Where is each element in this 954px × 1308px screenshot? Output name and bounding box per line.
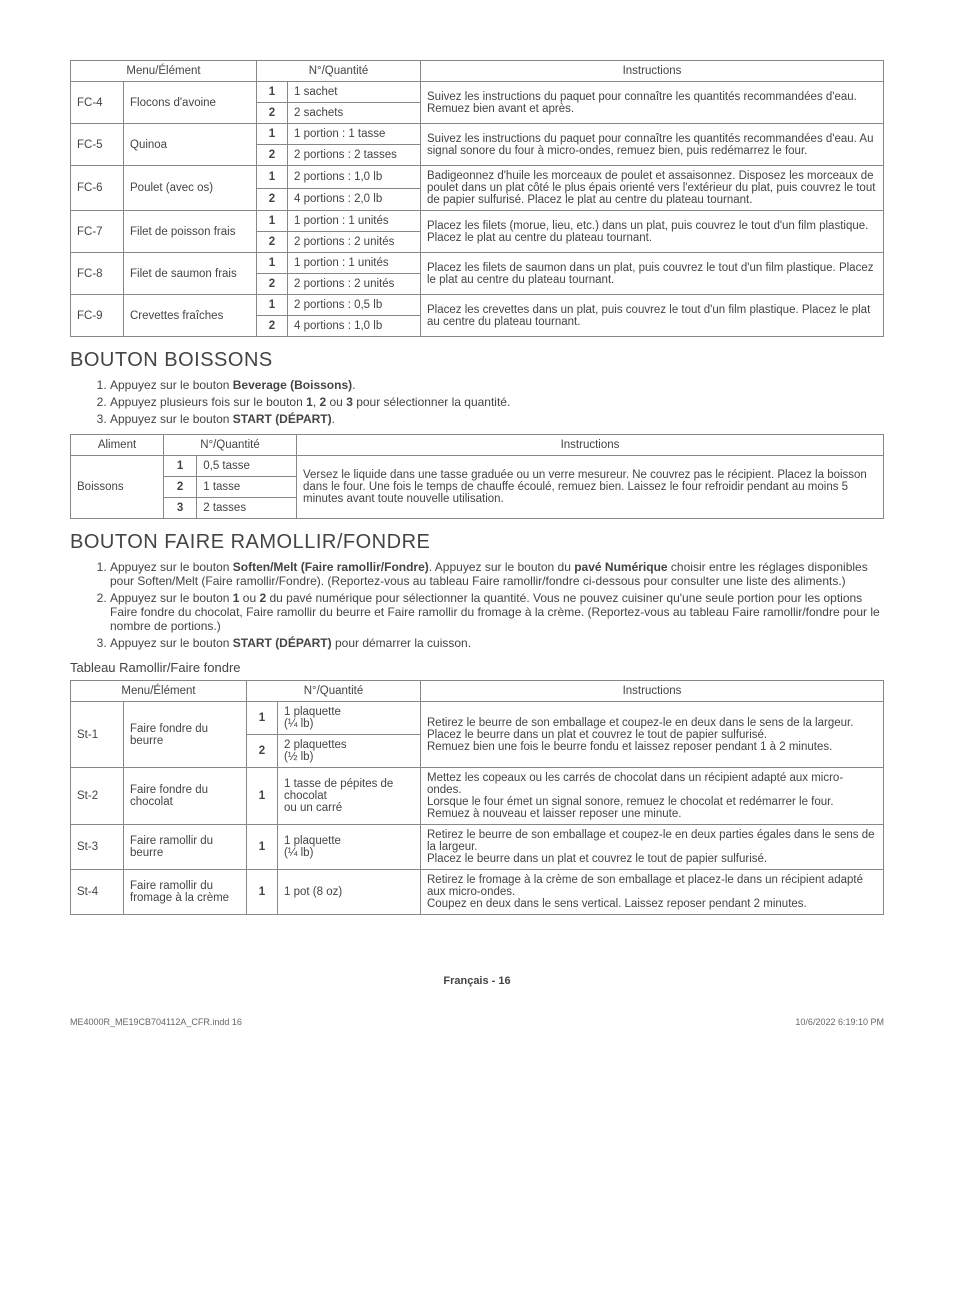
fc-name: Filet de saumon frais bbox=[124, 253, 257, 295]
st-instr: Mettez les copeaux ou les carrés de choc… bbox=[421, 768, 884, 825]
st-qty: 1 tasse de pépites de chocolat ou un car… bbox=[278, 768, 421, 825]
b-qty: 1 tasse bbox=[197, 477, 297, 498]
fc-instr: Badigeonnez d'huile les morceaux de poul… bbox=[421, 166, 884, 211]
st-qty: 1 pot (8 oz) bbox=[278, 870, 421, 915]
fc-name: Flocons d'avoine bbox=[124, 82, 257, 124]
footer-row: ME4000R_ME19CB704112A_CFR.indd 16 10/6/2… bbox=[70, 1017, 884, 1027]
boissons-table: Aliment N°/Quantité Instructions Boisson… bbox=[70, 434, 884, 519]
st-code: St-1 bbox=[71, 702, 124, 768]
th-instr2: Instructions bbox=[297, 435, 884, 456]
fc-num: 1 bbox=[257, 124, 288, 145]
step: Appuyez sur le bouton 1 ou 2 du pavé num… bbox=[110, 591, 884, 633]
fc-qty: 1 portion : 1 tasse bbox=[288, 124, 421, 145]
fc-num: 2 bbox=[257, 188, 288, 211]
st-qty: 1 plaquette (¼ lb) bbox=[278, 702, 421, 735]
fc-instr: Placez les crevettes dans un plat, puis … bbox=[421, 295, 884, 337]
fc-qty: 4 portions : 1,0 lb bbox=[288, 316, 421, 337]
th-qty2: N°/Quantité bbox=[164, 435, 297, 456]
step: Appuyez sur le bouton START (DÉPART). bbox=[110, 412, 884, 426]
th-qty3: N°/Quantité bbox=[247, 681, 421, 702]
step: Appuyez sur le bouton START (DÉPART) pou… bbox=[110, 636, 884, 650]
fc-qty: 2 portions : 1,0 lb bbox=[288, 166, 421, 189]
soften-table: Menu/Élément N°/Quantité Instructions St… bbox=[70, 680, 884, 915]
fc-qty: 2 sachets bbox=[288, 103, 421, 124]
fc-instr: Placez les filets de saumon dans un plat… bbox=[421, 253, 884, 295]
fc-num: 2 bbox=[257, 103, 288, 124]
th-aliment: Aliment bbox=[71, 435, 164, 456]
b-instr: Versez le liquide dans une tasse graduée… bbox=[297, 456, 884, 519]
b-num: 2 bbox=[164, 477, 197, 498]
boissons-steps: Appuyez sur le bouton Beverage (Boissons… bbox=[70, 378, 884, 426]
th-instr: Instructions bbox=[421, 61, 884, 82]
st-code: St-4 bbox=[71, 870, 124, 915]
st-instr: Retirez le beurre de son emballage et co… bbox=[421, 825, 884, 870]
footer-right: 10/6/2022 6:19:10 PM bbox=[795, 1017, 884, 1027]
fc-qty: 2 portions : 0,5 lb bbox=[288, 295, 421, 316]
st-name: Faire fondre du beurre bbox=[124, 702, 247, 768]
fc-code: FC-6 bbox=[71, 166, 124, 211]
st-instr: Retirez le beurre de son emballage et co… bbox=[421, 702, 884, 768]
th-menu3: Menu/Élément bbox=[71, 681, 247, 702]
fc-code: FC-7 bbox=[71, 211, 124, 253]
fc-num: 2 bbox=[257, 232, 288, 253]
fc-num: 1 bbox=[257, 253, 288, 274]
fc-code: FC-8 bbox=[71, 253, 124, 295]
fc-num: 1 bbox=[257, 295, 288, 316]
fc-name: Filet de poisson frais bbox=[124, 211, 257, 253]
fc-num: 1 bbox=[257, 82, 288, 103]
fc-qty: 2 portions : 2 tasses bbox=[288, 145, 421, 166]
th-qty: N°/Quantité bbox=[257, 61, 421, 82]
b-qty: 2 tasses bbox=[197, 498, 297, 519]
fc-name: Crevettes fraîches bbox=[124, 295, 257, 337]
heading-boissons: BOUTON BOISSONS bbox=[70, 349, 884, 372]
aliment-name: Boissons bbox=[71, 456, 164, 519]
step: Appuyez sur le bouton Soften/Melt (Faire… bbox=[110, 560, 884, 588]
fc-num: 2 bbox=[257, 145, 288, 166]
th-menu: Menu/Élément bbox=[71, 61, 257, 82]
st-instr: Retirez le fromage à la crème de son emb… bbox=[421, 870, 884, 915]
fc-num: 2 bbox=[257, 274, 288, 295]
fc-name: Poulet (avec os) bbox=[124, 166, 257, 211]
st-code: St-3 bbox=[71, 825, 124, 870]
heading-soften: BOUTON FAIRE RAMOLLIR/FONDRE bbox=[70, 531, 884, 554]
fc-table: Menu/Élément N°/Quantité Instructions FC… bbox=[70, 60, 884, 337]
fc-num: 2 bbox=[257, 316, 288, 337]
soften-steps: Appuyez sur le bouton Soften/Melt (Faire… bbox=[70, 560, 884, 650]
subhead-soften: Tableau Ramollir/Faire fondre bbox=[70, 660, 884, 675]
st-num: 1 bbox=[247, 825, 278, 870]
fc-qty: 1 sachet bbox=[288, 82, 421, 103]
fc-code: FC-9 bbox=[71, 295, 124, 337]
st-num: 1 bbox=[247, 870, 278, 915]
fc-qty: 1 portion : 1 unités bbox=[288, 253, 421, 274]
st-num: 2 bbox=[247, 735, 278, 768]
st-name: Faire ramollir du fromage à la crème bbox=[124, 870, 247, 915]
st-code: St-2 bbox=[71, 768, 124, 825]
footer-page: Français - 16 bbox=[70, 975, 884, 987]
step: Appuyez sur le bouton Beverage (Boissons… bbox=[110, 378, 884, 392]
fc-qty: 1 portion : 1 unités bbox=[288, 211, 421, 232]
fc-instr: Suivez les instructions du paquet pour c… bbox=[421, 124, 884, 166]
th-instr3: Instructions bbox=[421, 681, 884, 702]
footer-left: ME4000R_ME19CB704112A_CFR.indd 16 bbox=[70, 1017, 242, 1027]
fc-instr: Placez les filets (morue, lieu, etc.) da… bbox=[421, 211, 884, 253]
fc-name: Quinoa bbox=[124, 124, 257, 166]
st-qty: 1 plaquette (¼ lb) bbox=[278, 825, 421, 870]
fc-qty: 2 portions : 2 unités bbox=[288, 274, 421, 295]
b-num: 1 bbox=[164, 456, 197, 477]
fc-num: 1 bbox=[257, 211, 288, 232]
st-name: Faire ramollir du beurre bbox=[124, 825, 247, 870]
st-name: Faire fondre du chocolat bbox=[124, 768, 247, 825]
st-num: 1 bbox=[247, 768, 278, 825]
b-qty: 0,5 tasse bbox=[197, 456, 297, 477]
st-num: 1 bbox=[247, 702, 278, 735]
fc-qty: 4 portions : 2,0 lb bbox=[288, 188, 421, 211]
fc-code: FC-5 bbox=[71, 124, 124, 166]
st-qty: 2 plaquettes (½ lb) bbox=[278, 735, 421, 768]
fc-instr: Suivez les instructions du paquet pour c… bbox=[421, 82, 884, 124]
fc-code: FC-4 bbox=[71, 82, 124, 124]
b-num: 3 bbox=[164, 498, 197, 519]
fc-num: 1 bbox=[257, 166, 288, 189]
step: Appuyez plusieurs fois sur le bouton 1, … bbox=[110, 395, 884, 409]
fc-qty: 2 portions : 2 unités bbox=[288, 232, 421, 253]
